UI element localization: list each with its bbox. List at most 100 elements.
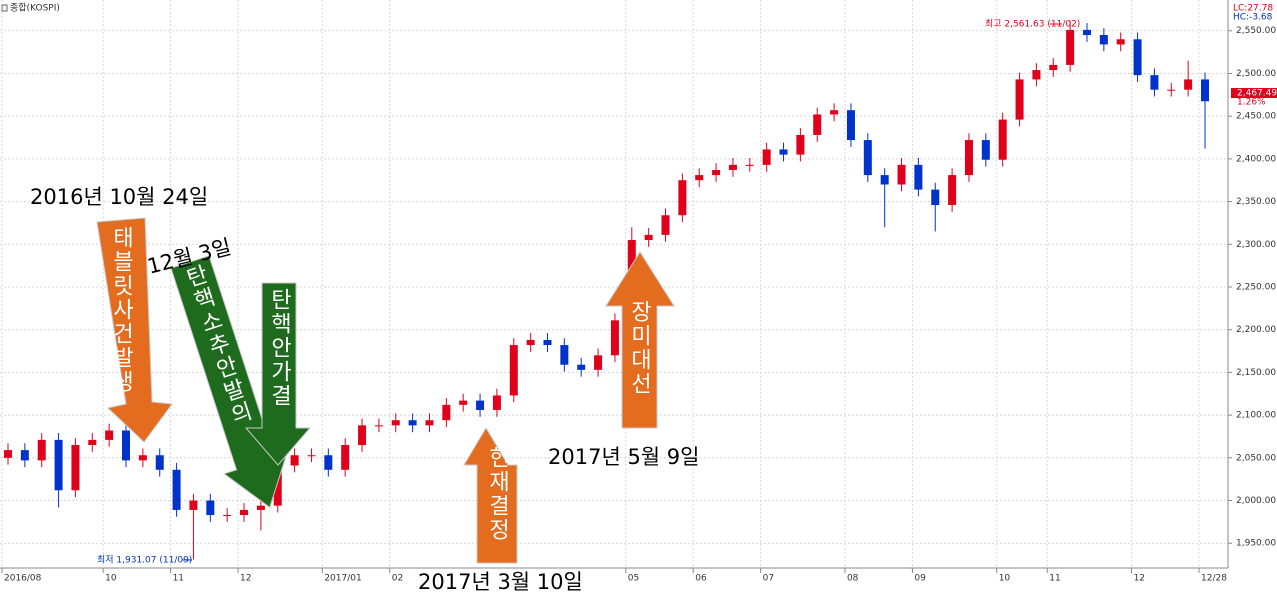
x-tick-label: 05 xyxy=(628,574,639,584)
candle-body xyxy=(1082,29,1091,36)
x-tick-label: 10 xyxy=(105,574,117,584)
annotation-court: 헌재결정 2017년 3월 10일 xyxy=(418,427,583,594)
candle-body xyxy=(88,439,97,446)
annotation-date: 2017년 5월 9일 xyxy=(548,445,699,469)
candle-body xyxy=(577,364,586,370)
indicator: HC:-3.68 xyxy=(1233,13,1273,23)
y-tick-label: 2,100.00 xyxy=(1236,411,1276,421)
x-tick-label: 02 xyxy=(392,574,403,584)
annotation-election: 장미대선 2017년 5월 9일 xyxy=(548,251,699,469)
candle-body xyxy=(476,400,485,410)
candle-body xyxy=(712,169,721,176)
candle-body xyxy=(374,425,383,427)
candle-body xyxy=(256,505,265,510)
candle-body xyxy=(931,189,940,205)
y-tick-label: 1,950.00 xyxy=(1236,539,1276,549)
candle-body xyxy=(1099,35,1108,45)
candle-body xyxy=(914,164,923,190)
candle-body xyxy=(762,149,771,165)
candle-body xyxy=(509,345,518,396)
candle-body xyxy=(37,439,46,461)
annotation-tablet: 태블릿사건발생 2016년 10월 24일 xyxy=(30,185,208,443)
y-tick-label: 2,000.00 xyxy=(1236,496,1276,506)
arrow xyxy=(244,282,312,466)
candle-body xyxy=(560,345,569,365)
candle-body xyxy=(189,500,198,510)
candle-body xyxy=(122,430,131,461)
annotation-text: 헌재결정 xyxy=(485,446,510,542)
candle-body xyxy=(813,114,822,135)
candle-body xyxy=(1150,75,1159,90)
annotation-text: 탄핵안가결 xyxy=(267,288,292,408)
y-tick-label: 2,400.00 xyxy=(1236,154,1276,164)
candle-body xyxy=(459,400,468,405)
candle-body xyxy=(1066,29,1075,65)
candle-body xyxy=(492,395,501,410)
annotation-text: 태블릿사건발생 xyxy=(109,226,134,394)
arrow xyxy=(96,217,173,443)
annotation-date: 2016년 10월 24일 xyxy=(30,185,208,209)
candle-body xyxy=(20,450,29,461)
x-tick-label: 09 xyxy=(914,574,926,584)
x-tick-label: 11 xyxy=(1049,574,1060,584)
x-tick-label: 11 xyxy=(173,574,184,584)
candle-body xyxy=(863,140,872,176)
candle-body xyxy=(273,465,282,506)
annotation-text: 장미대선 xyxy=(627,300,652,396)
candle-body xyxy=(138,455,147,461)
candle-body xyxy=(290,455,299,466)
candle-body xyxy=(846,110,855,141)
arrow xyxy=(170,255,288,509)
candle-body xyxy=(594,355,603,370)
candle-body xyxy=(695,175,704,181)
title-icon xyxy=(1,4,8,12)
candle-body xyxy=(830,110,839,115)
x-tick-label: 06 xyxy=(695,574,707,584)
y-tick-label: 2,250.00 xyxy=(1236,282,1276,292)
x-tick-label: 2016/08 xyxy=(4,574,42,584)
candle-body xyxy=(779,149,788,155)
x-tick-label: 10 xyxy=(999,574,1011,584)
candle-body xyxy=(4,450,12,458)
candle-body xyxy=(644,234,653,241)
x-tick-label: 12 xyxy=(240,574,251,584)
candle-body xyxy=(897,164,906,185)
candle-body xyxy=(1167,89,1176,91)
candle-body xyxy=(324,455,333,470)
candle-body xyxy=(223,515,232,517)
candle-body xyxy=(1049,64,1058,71)
y-tick-label: 2,150.00 xyxy=(1236,368,1276,378)
candle-body xyxy=(678,180,687,216)
y-tick-label: 2,500.00 xyxy=(1236,69,1276,79)
x-tick-label: 12 xyxy=(1134,574,1145,584)
candle-body xyxy=(543,339,552,346)
y-tick-label: 2,350.00 xyxy=(1236,197,1276,207)
candle-body xyxy=(1201,79,1209,102)
x-tick-label: 2017/01 xyxy=(324,574,361,584)
candle-body xyxy=(155,455,164,470)
x-tick-label: 12/28 xyxy=(1201,574,1227,584)
candle-body xyxy=(105,430,114,440)
candle-body xyxy=(71,445,80,491)
candle-body xyxy=(526,339,535,346)
high-label: 최고 2,561.63 (11/02) xyxy=(985,19,1080,30)
change-label: 1.26% xyxy=(1237,98,1266,108)
candle-body xyxy=(240,509,249,516)
candle-body xyxy=(948,175,957,205)
candle-body xyxy=(206,500,215,516)
arrow xyxy=(463,427,518,564)
candle-body xyxy=(358,425,367,446)
annotation-date: 2017년 3월 10일 xyxy=(418,570,583,594)
candle-body xyxy=(964,140,973,176)
arrow xyxy=(605,251,675,429)
candle-body xyxy=(172,469,181,510)
candle-body xyxy=(745,164,754,166)
candle-body xyxy=(425,420,434,426)
candle-body xyxy=(728,164,737,170)
candle-body xyxy=(1032,70,1041,80)
candle-body xyxy=(54,439,63,491)
y-tick-label: 2,450.00 xyxy=(1236,112,1276,122)
candle-body xyxy=(610,320,619,356)
y-tick-label: 2,050.00 xyxy=(1236,453,1276,463)
